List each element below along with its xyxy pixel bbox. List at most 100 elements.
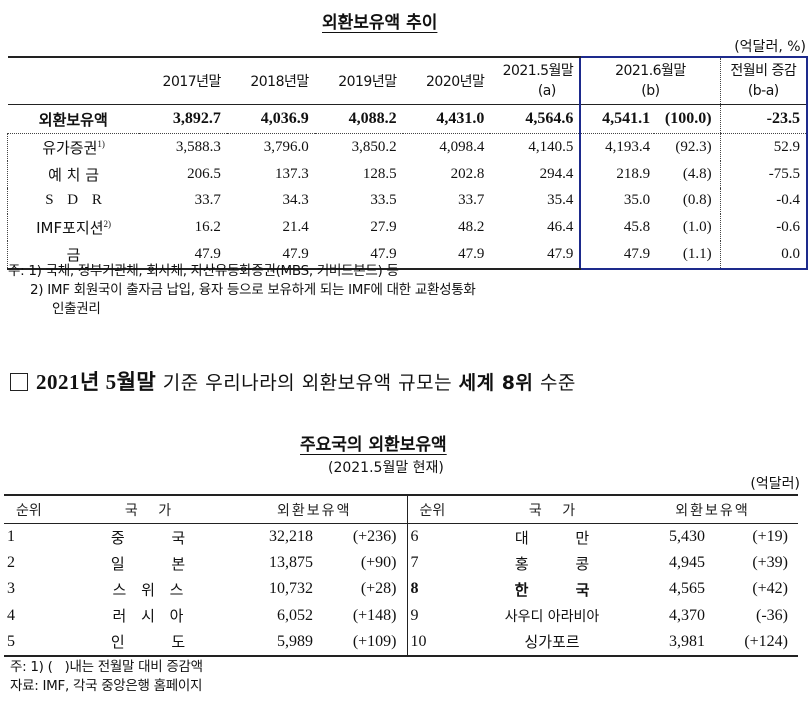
change: (+109): [317, 628, 407, 657]
headline: 2021년 5월말 기준 우리나라의 외환보유액 규모는 세계 8위 수준: [10, 366, 576, 396]
cell-2019: 33.5: [370, 192, 397, 209]
header-jun-2021: 2021.6월말 (b): [579, 56, 721, 105]
cell-2018: 4,036.9: [226, 104, 315, 134]
rank: 2: [7, 554, 15, 572]
header-blank: [7, 56, 140, 105]
table-row: 유가증권1) 3,588.3 3,796.0 3,850.2 4,098.4 4…: [7, 133, 808, 161]
cell-diff: -23.5: [719, 104, 808, 134]
rank: 5: [4, 628, 74, 657]
cell-2017: 47.9: [139, 241, 227, 270]
cell-2017: 16.2: [194, 219, 221, 236]
cell-jun: 4,193.4: [579, 133, 655, 161]
header-jun-line2: (b): [641, 83, 660, 99]
cell-2018: 34.3: [282, 192, 309, 209]
source-note: 자료: IMF, 각국 중앙은행 홈페이지: [10, 678, 203, 694]
cell-share: (100.0): [654, 104, 721, 134]
cell-jun: 35.0: [579, 187, 655, 215]
table-row: IMF포지션2) 16.2 21.4 27.9 48.2 46.4 45.8 (…: [7, 214, 808, 242]
footnote-ref: 2): [103, 219, 112, 230]
amount: 3,981: [627, 628, 709, 657]
header-diff-line1: 전월비 증감: [730, 63, 797, 79]
cell-share: (0.8): [682, 192, 712, 209]
country: 대 만: [514, 528, 590, 547]
cell-2020: 33.7: [458, 192, 485, 209]
cell-2018: 21.4: [282, 219, 309, 236]
header-2019: 2019년말: [314, 56, 403, 105]
header-diff: 전월비 증감 (b-a): [719, 56, 808, 105]
rank: 3: [7, 580, 15, 598]
header-2020: 2020년말: [402, 56, 491, 105]
cell-2017: 206.5: [187, 165, 221, 182]
cell-may: 4,140.5: [528, 138, 574, 155]
table2-title: 주요국의 외환보유액: [300, 435, 447, 455]
table-row: 2 일 본 13,875 (+90) 7 홍 콩 4,945 (+39): [4, 550, 798, 577]
header-2017: 2017년말: [139, 56, 227, 105]
table2-unit: (억달러): [750, 476, 800, 492]
table-row-total: 외환보유액 3,892.7 4,036.9 4,088.2 4,431.0 4,…: [7, 104, 808, 134]
cell-diff: -0.4: [719, 187, 808, 215]
cell-2019: 4,088.2: [314, 104, 403, 134]
header-diff-line2: (b-a): [747, 83, 779, 99]
country: 사우디 아라비아: [504, 608, 600, 625]
cell-diff: 52.9: [719, 133, 808, 161]
cell-2020: 4,098.4: [439, 138, 485, 155]
table2-subtitle: (2021.5월말 현재): [328, 460, 444, 476]
note-2: 2) IMF 회원국이 출자금 납입, 융자 등으로 보유하게 되는 IMF에 …: [30, 282, 476, 298]
amount: 32,218: [269, 528, 313, 546]
rank-highlight: 8: [406, 576, 477, 603]
change: (+19): [752, 528, 788, 546]
cell-diff: 0.0: [719, 241, 808, 270]
cell-may: 4,564.6: [490, 104, 581, 134]
headline-suffix: 수준: [533, 372, 576, 394]
change: (+124): [709, 628, 798, 657]
country-highlight: 한 국: [514, 580, 590, 599]
row-label-text: IMF포지션: [36, 219, 104, 238]
change: (-36): [756, 606, 788, 624]
row-label: 금: [7, 241, 140, 270]
country: 싱가포르: [477, 628, 627, 657]
cell-share: (4.8): [682, 165, 712, 182]
table-header-row: 2017년말 2018년말 2019년말 2020년말 2021.5월말 (a)…: [7, 56, 808, 105]
table1-title: 외환보유액 추이: [322, 13, 438, 33]
rank: 4: [7, 606, 15, 624]
cell-2020: 47.9: [402, 241, 491, 270]
cell-2019: 47.9: [314, 241, 403, 270]
table-row: 3 스 위 스 10,732 (+28) 8 한 국 4,565 (+42): [4, 576, 798, 603]
table-row: S D R 33.7 34.3 33.5 33.7 35.4 35.0 (0.8…: [7, 187, 808, 215]
country: 중 국: [110, 528, 186, 547]
table-header-row: 순위 국 가 외환보유액 순위 국 가 외환보유액: [4, 494, 798, 524]
amount: 5,430: [669, 528, 705, 546]
country: 일 본: [110, 554, 186, 573]
headline-rank: 세계 8위: [458, 372, 534, 394]
table-row: 예 치 금 206.5 137.3 128.5 202.8 294.4 218.…: [7, 160, 808, 188]
cell-2018: 3,796.0: [263, 138, 309, 155]
row-label-text: 유가증권: [42, 138, 98, 157]
table-row: 금 47.9 47.9 47.9 47.9 47.9 47.9 (1.1) 0.…: [7, 241, 808, 270]
amount: 6,052: [277, 606, 313, 624]
header-amount: 외환보유액: [222, 494, 407, 524]
cell-2019: 128.5: [362, 165, 397, 182]
change: (+28): [360, 580, 397, 598]
header-amount: 외환보유액: [627, 494, 798, 524]
cell-share: (92.3): [675, 138, 712, 155]
rank: 10: [406, 628, 477, 657]
row-label: S D R: [7, 187, 140, 215]
amount: 4,565: [669, 580, 705, 598]
amount: 10,732: [269, 580, 313, 598]
header-may-line1: 2021.5월말: [502, 63, 574, 79]
cell-2020: 202.8: [450, 165, 485, 182]
cell-may: 35.4: [547, 192, 574, 209]
cell-jun: 45.8: [579, 214, 655, 242]
major-countries-table: 순위 국 가 외환보유액 순위 국 가 외환보유액 1 중 국 32,218 (…: [4, 494, 798, 657]
cell-may: 46.4: [547, 219, 574, 236]
country: 인 도: [74, 628, 222, 657]
cell-2019: 27.9: [370, 219, 397, 236]
cell-may: 294.4: [539, 165, 574, 182]
header-rank: 순위: [4, 494, 74, 524]
table-row: 4 러 시 아 6,052 (+148) 9 사우디 아라비아 4,370 (-…: [4, 602, 798, 629]
amount: 13,875: [269, 554, 313, 572]
cell-2018: 137.3: [275, 165, 309, 182]
cell-2020: 48.2: [458, 219, 485, 236]
cell-may: 47.9: [490, 241, 581, 270]
note-1: 주: 1) 국채, 정부기관채, 회사채, 자산유동화증권(MBS, 커버드본드…: [8, 263, 399, 279]
